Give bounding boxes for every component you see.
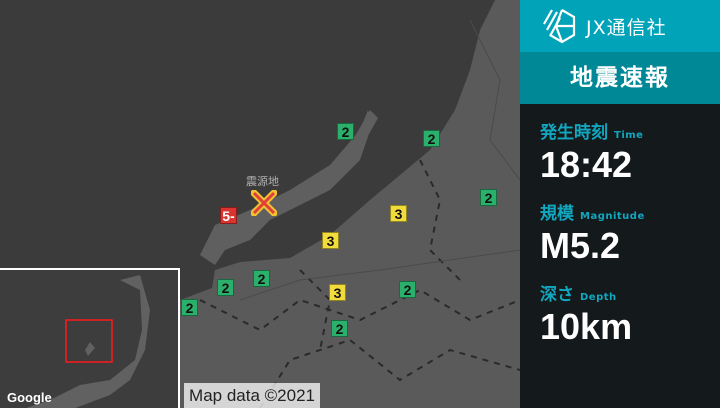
intensity-badge: 3 bbox=[322, 232, 339, 249]
intensity-badge: 3 bbox=[329, 284, 346, 301]
intensity-badge: 2 bbox=[337, 123, 354, 140]
google-logo: Google bbox=[7, 390, 52, 405]
depth-section: 深さ Depth 10km bbox=[520, 280, 720, 347]
view-extent-rect bbox=[65, 319, 113, 363]
time-label-en: Time bbox=[614, 130, 644, 141]
intensity-badge: 2 bbox=[480, 189, 497, 206]
map-terrain bbox=[180, 0, 520, 408]
intensity-badge: 5- bbox=[220, 207, 237, 224]
magnitude-section: 規模 Magnitude M5.2 bbox=[520, 199, 720, 266]
intensity-badge: 2 bbox=[217, 279, 234, 296]
epicenter-x-icon bbox=[251, 190, 277, 216]
magnitude-label-en: Magnitude bbox=[580, 211, 645, 222]
time-section: 発生時刻 Time 18:42 bbox=[520, 118, 720, 185]
magnitude-label: 規模 bbox=[540, 204, 574, 224]
intensity-badge: 2 bbox=[181, 299, 198, 316]
intensity-badge: 2 bbox=[253, 270, 270, 287]
map-attribution[interactable]: Map data ©2021 bbox=[184, 383, 320, 408]
intensity-badge: 3 bbox=[390, 205, 407, 222]
intensity-badge: 2 bbox=[399, 281, 416, 298]
brand-header: JX通信社 bbox=[520, 0, 720, 52]
intensity-badge: 2 bbox=[331, 320, 348, 337]
epicenter-label: 震源地 bbox=[246, 175, 279, 188]
time-label: 発生時刻 bbox=[540, 123, 608, 143]
info-panel: JX通信社 地震速報 発生時刻 Time 18:42 規模 Magnitude M5… bbox=[520, 0, 720, 408]
brand-name: JX通信社 bbox=[586, 16, 667, 39]
intensity-badge: 2 bbox=[423, 130, 440, 147]
magnitude-value: M5.2 bbox=[540, 225, 621, 266]
panel-title: 地震速報 bbox=[520, 52, 720, 104]
depth-value: 10km bbox=[540, 306, 633, 347]
depth-label: 深さ bbox=[540, 285, 574, 305]
depth-label-en: Depth bbox=[580, 292, 617, 303]
jx-hexagon-logo-icon bbox=[543, 9, 576, 44]
overview-inset-map bbox=[0, 268, 180, 408]
time-value: 18:42 bbox=[540, 144, 633, 185]
earthquake-map[interactable]: 2 2 2 5- 3 3 2 2 2 3 2 2 震源地 Google Map … bbox=[0, 0, 520, 408]
